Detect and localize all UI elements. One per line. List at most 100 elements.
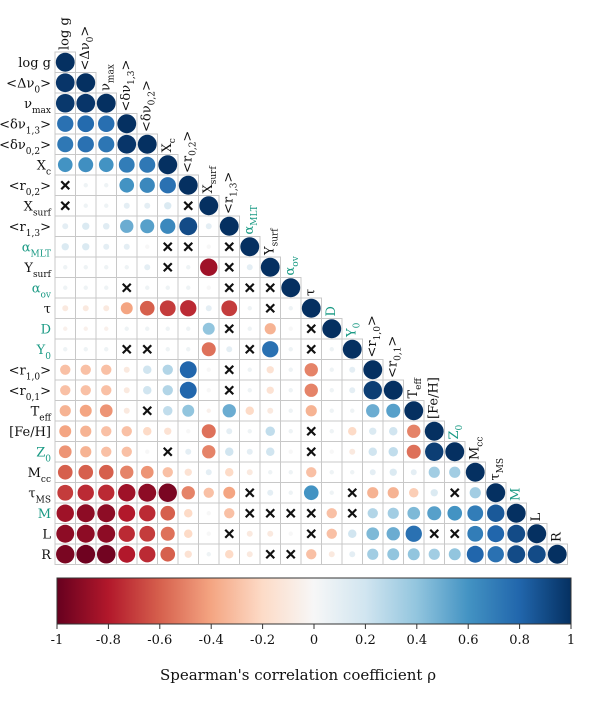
correlation-point — [486, 483, 506, 503]
correlation-point — [62, 223, 69, 230]
correlation-point — [118, 156, 135, 173]
diagonal-label: <r1,0> — [364, 315, 382, 357]
row-label: νmax — [24, 97, 51, 116]
correlation-point — [124, 326, 129, 331]
colorbar-tick-label: -1 — [51, 633, 64, 648]
diagonal-label: Teff — [405, 378, 423, 399]
correlation-point — [262, 341, 279, 358]
correlation-point — [288, 408, 293, 413]
correlation-point — [246, 551, 253, 558]
diagonal-label: M — [508, 488, 523, 501]
correlation-point — [186, 326, 191, 331]
insignificant-cross — [162, 241, 173, 252]
correlation-point — [160, 218, 176, 234]
correlation-point — [267, 530, 274, 537]
correlation-point — [57, 136, 74, 153]
insignificant-cross — [306, 446, 317, 457]
insignificant-cross — [244, 344, 255, 355]
correlation-point — [366, 404, 380, 418]
correlation-point — [165, 347, 170, 352]
correlation-point — [281, 278, 301, 298]
correlation-point — [225, 468, 234, 477]
row-label: L — [42, 527, 51, 542]
correlation-point — [78, 157, 94, 173]
correlation-point — [267, 407, 274, 414]
correlation-point — [101, 426, 112, 437]
correlation-point — [366, 527, 380, 541]
insignificant-cross — [244, 508, 255, 519]
correlation-point — [80, 364, 91, 375]
correlation-point — [247, 367, 252, 372]
insignificant-cross — [265, 549, 276, 560]
correlation-point — [369, 427, 377, 435]
correlation-point — [103, 305, 110, 312]
correlation-point — [348, 427, 357, 436]
row-label: Z0 — [36, 445, 51, 464]
correlation-point — [224, 508, 235, 519]
diagonal-label: τMS — [487, 458, 505, 481]
correlation-point — [55, 93, 75, 113]
correlation-marks — [55, 52, 567, 564]
correlation-point — [407, 506, 421, 520]
correlation-point — [118, 504, 136, 522]
correlation-point — [58, 445, 72, 459]
row-label: <Δν0> — [6, 76, 51, 95]
correlation-point — [203, 487, 214, 498]
correlation-point — [449, 466, 461, 478]
correlation-point — [83, 265, 88, 270]
correlation-point — [487, 546, 504, 563]
diagonal-label: log g — [57, 17, 72, 50]
correlation-point — [363, 381, 382, 400]
colorbar-tick-label: 0.2 — [355, 633, 376, 648]
insignificant-cross — [224, 323, 235, 334]
correlation-point — [55, 73, 75, 93]
correlation-point — [143, 427, 152, 436]
correlation-point — [63, 326, 68, 331]
row-label: [Fe/H] — [9, 425, 51, 440]
diagonal-label: Y0 — [344, 322, 362, 338]
correlation-point — [158, 483, 177, 502]
row-label: τMS — [28, 486, 51, 505]
insignificant-cross — [265, 303, 276, 314]
correlation-point — [467, 505, 484, 522]
correlation-point — [409, 488, 419, 498]
correlation-point — [76, 524, 95, 543]
row-label: <r0,2> — [9, 179, 51, 198]
correlation-point — [447, 505, 463, 521]
correlation-point — [368, 447, 377, 456]
correlation-point — [104, 203, 109, 208]
diagonal-label: τ — [303, 289, 318, 296]
correlation-point — [410, 469, 417, 476]
correlation-point — [123, 366, 130, 373]
correlation-point — [140, 465, 154, 479]
correlation-point — [247, 306, 252, 311]
correlation-point — [104, 183, 109, 188]
correlation-point — [342, 339, 362, 359]
correlation-point — [63, 347, 68, 352]
colorbar-tick-label: 1 — [567, 633, 575, 648]
row-label: log g — [18, 56, 51, 71]
correlation-point — [61, 243, 69, 251]
correlation-point — [139, 505, 156, 522]
correlation-point — [205, 305, 212, 312]
row-labels: log g <Δν0> νmax<δν1,3> <δν0,2>Xc <r0,2>Xsur… — [0, 56, 52, 563]
row-label: R — [41, 548, 52, 563]
diagonal-label: <r1,3> — [221, 172, 239, 214]
correlation-point — [404, 401, 424, 421]
correlation-point — [60, 385, 71, 396]
diagonal-label: D — [323, 306, 338, 316]
correlation-point — [96, 93, 116, 113]
correlation-point — [507, 524, 526, 543]
correlation-point — [83, 347, 88, 352]
correlation-point — [63, 265, 68, 270]
insignificant-cross — [142, 405, 153, 416]
correlation-point — [104, 285, 109, 290]
correlation-point — [120, 219, 134, 233]
correlation-point — [163, 406, 173, 416]
correlation-point — [466, 545, 484, 563]
insignificant-cross — [224, 364, 235, 375]
correlation-point — [99, 404, 113, 418]
correlation-point — [201, 424, 216, 439]
diagonal-label: Mcc — [467, 437, 485, 460]
colorbar: -1 -0.8 -0.6 -0.4 -0.2 0 0.2 0.4 0.6 0.8 1 Spearma… — [51, 577, 575, 684]
